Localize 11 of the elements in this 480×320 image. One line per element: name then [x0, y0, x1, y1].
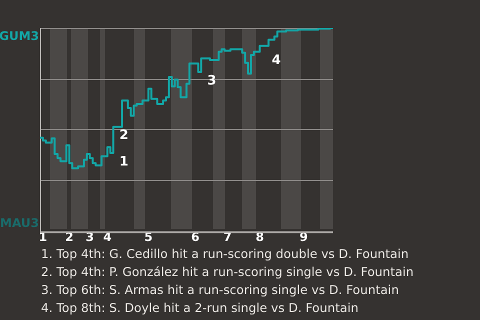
annotation: 2 [119, 128, 128, 144]
text: 1. Top 4th: G. Cedillo hit a run-scoring double vs D. Fountain [41, 246, 410, 263]
text: 2. Top 4th: P. González hit a run-scoring single vs D. Fountain [41, 264, 414, 281]
annotation: 3 [207, 73, 216, 88]
annotation: 4 [272, 53, 281, 68]
x-tick-label: 4 [103, 230, 112, 244]
annotation: 1 [119, 154, 128, 170]
text: GUM3 [0, 29, 39, 43]
text: 3. Top 6th: S. Armas hit a run-scoring single vs D. Fountain [41, 282, 400, 299]
text: MAU3 [0, 216, 39, 230]
text: 4. Top 8th: S. Doyle hit a 2-run single vs D. Fountain [41, 300, 360, 317]
